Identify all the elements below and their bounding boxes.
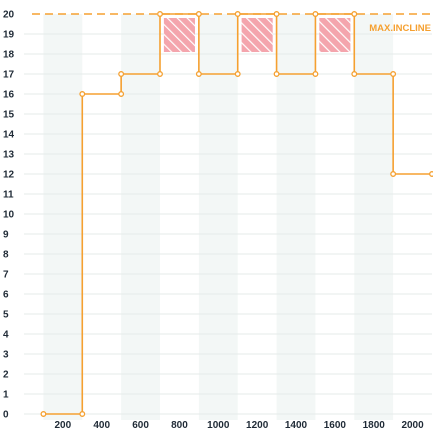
y-tick-label-3: 3: [3, 350, 9, 361]
background-band-3: [276, 14, 316, 420]
data-point-17: [390, 71, 397, 77]
y-tick-label-18: 18: [3, 50, 15, 61]
y-tick-label-20: 20: [3, 10, 15, 21]
y-tick-label-14: 14: [3, 130, 15, 141]
background-band-4: [354, 14, 394, 420]
data-point-0: [40, 411, 47, 417]
y-tick-label-10: 10: [3, 210, 15, 221]
y-tick-label-4: 4: [3, 330, 9, 341]
max-incline-label: MAX.INCLINE: [369, 23, 431, 34]
y-tick-label-7: 7: [3, 270, 9, 281]
data-point-5: [157, 71, 163, 77]
x-tick-label-800: 800: [171, 420, 188, 431]
background-band-0: [43, 14, 83, 420]
y-tick-label-8: 8: [3, 250, 9, 261]
data-point-6: [157, 11, 163, 17]
x-tick-label-2000: 2000: [401, 420, 424, 431]
highlight-region-0: [163, 18, 195, 52]
background-bands: [43, 14, 394, 420]
x-tick-label-1200: 1200: [246, 420, 269, 431]
x-tick-label-1600: 1600: [324, 420, 347, 431]
y-tick-label-0: 0: [3, 410, 9, 421]
y-tick-label-19: 19: [3, 30, 15, 41]
data-point-18: [390, 171, 397, 177]
incline-series: [43, 13, 432, 415]
highlight-region-2: [319, 18, 351, 52]
series-line: [43, 13, 432, 415]
data-point-16: [351, 71, 358, 77]
y-tick-label-12: 12: [3, 170, 15, 181]
x-tick-label-1800: 1800: [363, 420, 386, 431]
x-axis-ticks: 200 400 600 800 1000 1200 1400 1600 1800 2000: [55, 420, 425, 431]
data-point-9: [234, 71, 241, 77]
data-point-8: [195, 71, 202, 77]
data-point-7: [195, 11, 202, 17]
data-point-2: [79, 91, 86, 97]
x-tick-label-1000: 1000: [207, 420, 230, 431]
y-tick-label-15: 15: [3, 110, 15, 121]
series-points: [40, 11, 433, 417]
highlight-region-1: [241, 18, 273, 52]
y-tick-label-17: 17: [3, 70, 15, 81]
data-point-13: [312, 71, 319, 77]
highlight-regions: [163, 18, 351, 52]
y-tick-label-1: 1: [3, 390, 9, 401]
y-tick-label-2: 2: [3, 370, 9, 381]
y-tick-label-16: 16: [3, 90, 15, 101]
background-band-2: [198, 14, 238, 420]
data-point-14: [312, 11, 319, 17]
x-tick-label-200: 200: [55, 420, 72, 431]
data-point-3: [118, 91, 125, 97]
y-tick-label-5: 5: [3, 310, 9, 321]
x-tick-label-400: 400: [93, 420, 110, 431]
y-tick-label-9: 9: [3, 230, 9, 241]
x-tick-label-600: 600: [132, 420, 149, 431]
x-tick-label-1400: 1400: [285, 420, 308, 431]
data-point-4: [118, 71, 125, 77]
data-point-1: [79, 411, 86, 417]
data-point-12: [273, 71, 280, 77]
y-tick-label-6: 6: [3, 290, 9, 301]
data-point-10: [234, 11, 241, 17]
background-band-1: [121, 14, 160, 420]
data-point-15: [351, 11, 358, 17]
y-tick-label-11: 11: [3, 190, 14, 201]
data-point-19: [429, 171, 433, 177]
y-tick-label-13: 13: [3, 150, 15, 161]
max-incline-group: MAX.INCLINE: [32, 13, 432, 34]
data-point-11: [273, 11, 280, 17]
